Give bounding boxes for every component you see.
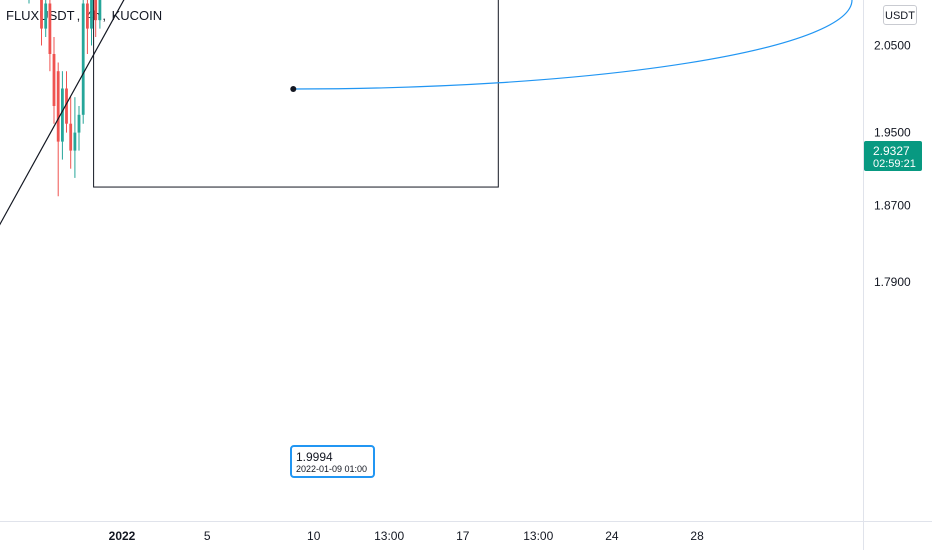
- last-price-value: 2.9327: [873, 144, 910, 158]
- time-tick-label: 17: [456, 529, 470, 543]
- time-tick-label: 5: [204, 529, 211, 543]
- candle-body: [98, 0, 102, 21]
- candle: [48, 0, 52, 72]
- arc-anchor-point[interactable]: [290, 86, 297, 93]
- annotation-box: [290, 445, 375, 478]
- time-tick-label: 24: [605, 529, 619, 543]
- candle: [61, 71, 64, 160]
- price-tick-label: 1.9500: [874, 126, 911, 140]
- drawings-layer: [0, 0, 853, 331]
- candle-body: [48, 3, 52, 54]
- candle: [86, 0, 89, 54]
- price-axis[interactable]: 3.40003.20003.00002.80002.60002.45002.35…: [874, 0, 911, 289]
- time-tick-label: 2022: [109, 529, 136, 543]
- candle: [90, 0, 93, 46]
- candle: [98, 0, 102, 29]
- price-tick-label: 2.0500: [874, 38, 911, 52]
- candle-body: [65, 88, 68, 124]
- price-countdown: 02:59:21: [873, 158, 916, 170]
- candles-layer: [28, 0, 102, 197]
- candle: [40, 0, 43, 46]
- time-tick-label: 13:00: [374, 529, 404, 543]
- price-annotation[interactable]: 1.9994 2022-01-09 01:00: [290, 445, 375, 478]
- candle-body: [73, 132, 77, 151]
- annotation-time: 2022-01-09 01:00: [296, 464, 367, 474]
- candle-body: [77, 114, 81, 133]
- last-price-tag-bg: [864, 141, 922, 171]
- candle: [73, 97, 77, 178]
- candle-body: [69, 123, 73, 151]
- candle: [65, 71, 68, 133]
- candle-body: [94, 0, 98, 21]
- candle-body: [56, 71, 60, 142]
- candle: [52, 37, 56, 124]
- trend-line[interactable]: [0, 0, 452, 331]
- candle: [77, 106, 81, 151]
- time-tick-label: 28: [690, 529, 704, 543]
- price-tick-label: 1.7900: [874, 275, 911, 289]
- candle: [81, 0, 85, 124]
- candle-body: [52, 54, 56, 106]
- candle: [94, 0, 98, 37]
- candle-body: [90, 0, 93, 29]
- candle-body: [61, 88, 64, 142]
- currency-unit-button[interactable]: USDT: [883, 5, 917, 25]
- candle-body: [86, 3, 89, 29]
- zone-rectangle[interactable]: [93, 0, 499, 188]
- candle: [44, 0, 48, 37]
- time-axis[interactable]: 2022 5 10 13:00 17 13:00 24 28: [109, 529, 704, 543]
- exchange-label: KUCOIN: [111, 8, 163, 23]
- candle: [28, 0, 30, 4]
- time-tick-label: 10: [307, 529, 321, 543]
- price-tick-label: 1.8700: [874, 199, 911, 213]
- candle-body: [44, 3, 48, 29]
- last-price-tag: 2.9327 02:59:21: [864, 141, 922, 171]
- candle-body: [40, 0, 43, 29]
- annotation-price: 1.9994: [296, 450, 333, 464]
- candle-body: [81, 3, 85, 115]
- time-tick-label: 13:00: [523, 529, 553, 543]
- projection-arc[interactable]: [293, 0, 853, 90]
- candle: [69, 97, 73, 169]
- candle: [56, 62, 60, 197]
